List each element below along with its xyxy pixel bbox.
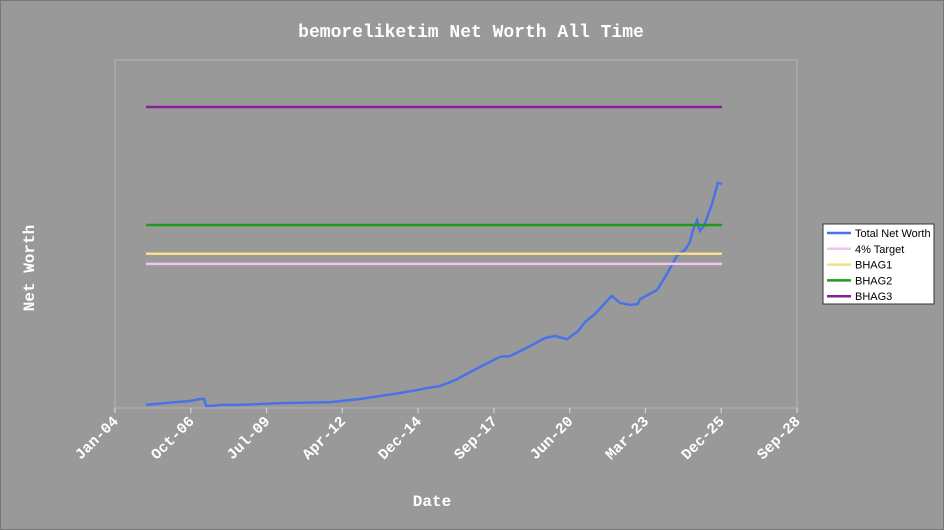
x-axis-label: Date: [413, 493, 451, 511]
y-axis-label: Net Worth: [21, 225, 39, 311]
legend-label: 4% Target: [855, 244, 904, 256]
legend-label: Total Net Worth: [855, 228, 931, 240]
series-line: [145, 181, 723, 408]
chart-title: bemoreliketim Net Worth All Time: [298, 23, 644, 43]
legend-label: BHAG1: [855, 260, 892, 272]
legend-label: BHAG3: [855, 291, 892, 303]
plot-area: [114, 59, 798, 409]
legend-label: BHAG2: [855, 275, 892, 287]
